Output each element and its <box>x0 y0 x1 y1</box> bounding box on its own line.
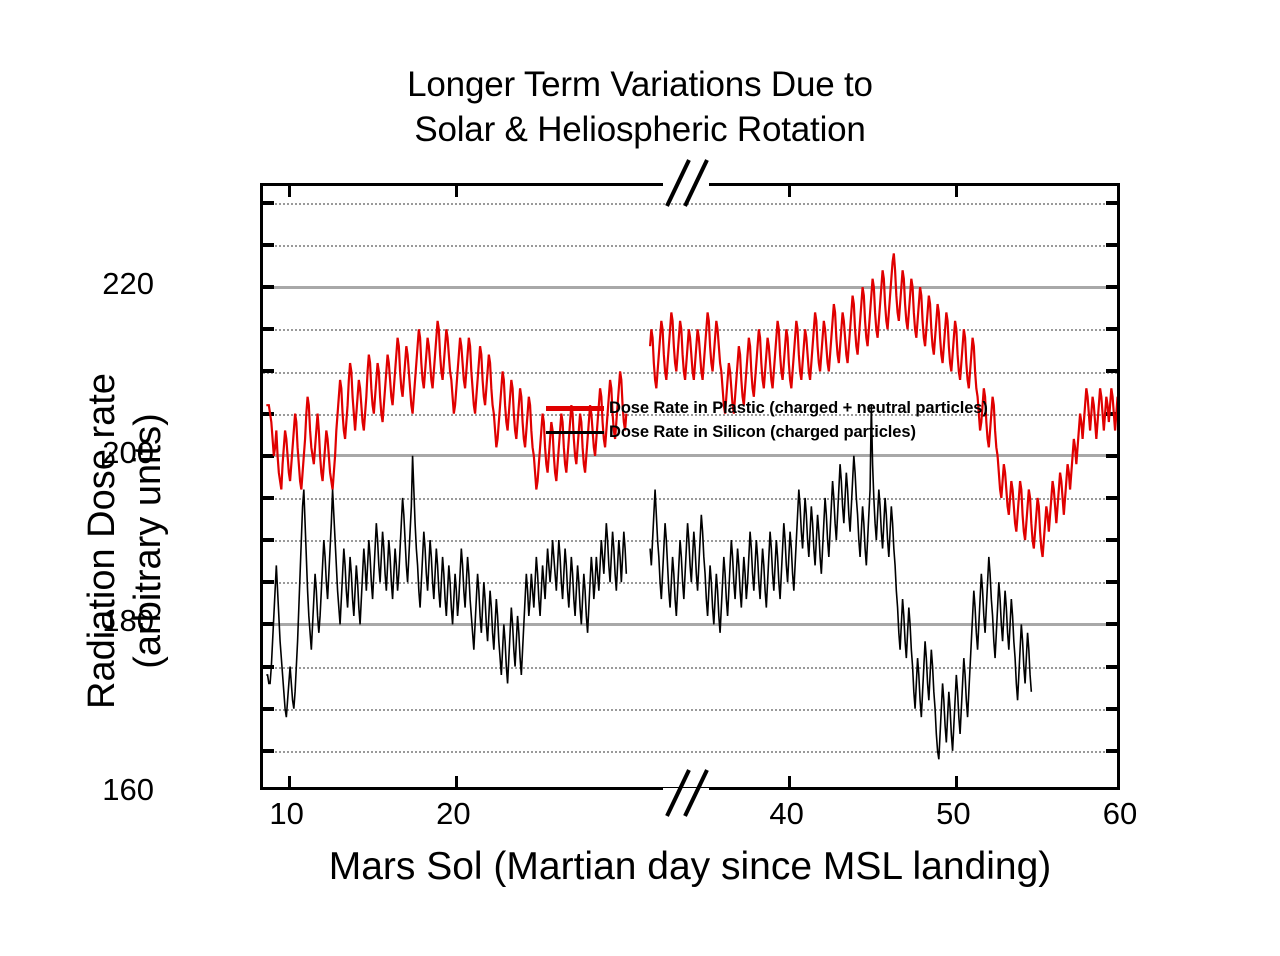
gridline-major <box>263 454 1117 458</box>
tick-y <box>1106 369 1117 374</box>
tick-x <box>454 186 458 197</box>
x-tick-label: 40 <box>769 796 804 831</box>
tick-y <box>263 748 274 753</box>
y-axis-title-line-1: Radiation Dose rate <box>81 373 123 709</box>
tick-y <box>263 538 274 543</box>
tick-y <box>1106 243 1117 247</box>
legend-item-plastic: Dose Rate in Plastic (charged + neutral … <box>546 396 988 420</box>
gridline-minor <box>263 371 1117 374</box>
gridline-minor <box>263 708 1117 711</box>
gridline-minor <box>263 582 1117 585</box>
tick-y <box>1106 453 1117 458</box>
tick-y <box>1106 664 1117 669</box>
tick-y <box>263 706 274 711</box>
series-line-plastic <box>266 320 628 490</box>
tick-x <box>454 776 458 787</box>
x-tick-label: 50 <box>936 796 971 831</box>
tick-y <box>1106 200 1117 205</box>
plot-area: Dose Rate in Plastic (charged + neutral … <box>260 183 1120 790</box>
tick-y <box>1106 748 1117 753</box>
tick-y <box>263 453 274 458</box>
legend-swatch-plastic-line-icon <box>546 405 604 411</box>
y-tick-label: 200 <box>102 434 154 470</box>
x-tick-label: 10 <box>269 796 304 831</box>
tick-y <box>1106 285 1117 290</box>
tick-y <box>263 285 274 290</box>
gridline-minor <box>263 540 1117 543</box>
series-lines <box>266 253 1117 760</box>
tick-y <box>263 411 274 416</box>
tick-y <box>263 580 274 585</box>
x-axis-title: Mars Sol (Martian day since MSL landing) <box>328 845 1052 888</box>
tick-y <box>1106 580 1117 585</box>
series-line-silicon <box>649 405 1033 760</box>
gridline-minor <box>263 497 1117 500</box>
legend-label-silicon: Dose Rate in Silicon (charged particles) <box>609 422 916 441</box>
x-tick-label: 20 <box>436 796 471 831</box>
gridline-major <box>263 622 1117 626</box>
tick-y <box>263 622 274 627</box>
y-axis-title-line-2: (arbitrary units) <box>127 413 169 669</box>
gridline-minor <box>263 750 1117 753</box>
tick-x <box>788 186 792 197</box>
tick-y <box>1106 411 1117 416</box>
legend-swatch-silicon-line-icon <box>546 430 604 434</box>
tick-x <box>288 186 292 197</box>
chart-title: Longer Term Variations Due to Solar & He… <box>0 62 1280 152</box>
y-tick-label: 180 <box>102 603 154 639</box>
legend-item-silicon: Dose Rate in Silicon (charged particles) <box>546 420 988 444</box>
series-line-plastic <box>648 253 1117 558</box>
tick-y <box>263 369 274 374</box>
tick-x <box>288 776 292 787</box>
chart-legend: Dose Rate in Plastic (charged + neutral … <box>546 396 988 444</box>
tick-y <box>1106 538 1117 543</box>
y-tick-label: 160 <box>102 772 154 807</box>
legend-label-plastic: Dose Rate in Plastic (charged + neutral … <box>609 398 988 417</box>
x-tick-label: 60 <box>1102 796 1138 831</box>
tick-y <box>1106 706 1117 711</box>
gridline-major <box>263 285 1117 289</box>
chart-title-line-1: Longer Term Variations Due to <box>407 65 873 104</box>
chart-title-line-2: Solar & Heliospheric Rotation <box>414 110 866 149</box>
tick-y <box>263 664 274 669</box>
y-axis-title: Radiation Dose rate (arbitrary units) <box>79 261 171 821</box>
series-line-silicon <box>266 455 628 718</box>
tick-y <box>263 243 274 247</box>
tick-x <box>788 776 792 787</box>
plot-inner <box>263 186 1117 787</box>
tick-y <box>263 200 274 205</box>
tick-y <box>1106 495 1117 500</box>
tick-y <box>263 327 274 332</box>
tick-x <box>954 776 958 787</box>
y-tick-label: 220 <box>102 266 154 302</box>
gridline-minor <box>263 413 1117 416</box>
tick-y <box>1106 622 1117 627</box>
gridline-minor <box>263 666 1117 669</box>
tick-x <box>954 186 958 197</box>
tick-y <box>263 495 274 500</box>
tick-y <box>1106 327 1117 332</box>
gridline-minor <box>263 245 1117 247</box>
